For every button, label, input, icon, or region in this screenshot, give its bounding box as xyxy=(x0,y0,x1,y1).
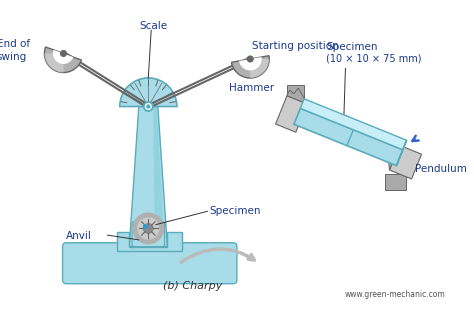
Text: Anvil: Anvil xyxy=(66,231,92,241)
Circle shape xyxy=(144,225,147,229)
Polygon shape xyxy=(390,145,421,179)
Circle shape xyxy=(247,56,253,62)
Polygon shape xyxy=(117,232,182,251)
Text: (10 × 10 × 75 mm): (10 × 10 × 75 mm) xyxy=(327,54,422,64)
Polygon shape xyxy=(396,140,407,166)
Text: swing: swing xyxy=(0,52,27,62)
Circle shape xyxy=(146,104,151,109)
Wedge shape xyxy=(239,57,262,70)
Polygon shape xyxy=(386,139,400,170)
Polygon shape xyxy=(275,96,307,132)
Polygon shape xyxy=(287,88,307,104)
Wedge shape xyxy=(45,47,82,73)
Text: End of: End of xyxy=(0,39,30,49)
Polygon shape xyxy=(301,99,407,150)
Polygon shape xyxy=(153,106,164,246)
Wedge shape xyxy=(250,59,269,78)
Polygon shape xyxy=(287,85,304,101)
Polygon shape xyxy=(129,106,167,246)
Circle shape xyxy=(147,105,150,108)
Text: Pendulum: Pendulum xyxy=(415,164,467,174)
Polygon shape xyxy=(385,174,407,190)
Circle shape xyxy=(144,102,153,111)
Text: (b) Charpy: (b) Charpy xyxy=(164,281,223,291)
FancyBboxPatch shape xyxy=(132,222,164,246)
FancyBboxPatch shape xyxy=(63,243,237,284)
Circle shape xyxy=(144,224,153,233)
Wedge shape xyxy=(120,78,177,106)
Text: Specimen: Specimen xyxy=(210,206,261,216)
Circle shape xyxy=(133,213,164,244)
Wedge shape xyxy=(231,56,269,78)
Text: www.green-mechanic.com: www.green-mechanic.com xyxy=(345,290,446,299)
Polygon shape xyxy=(294,108,403,166)
Text: Specimen: Specimen xyxy=(327,42,378,52)
Circle shape xyxy=(138,218,159,239)
Text: Hammer: Hammer xyxy=(229,83,274,93)
Text: Scale: Scale xyxy=(139,20,167,30)
Wedge shape xyxy=(53,50,73,64)
Text: Starting position: Starting position xyxy=(252,41,339,51)
Wedge shape xyxy=(45,53,64,73)
Circle shape xyxy=(61,51,66,56)
